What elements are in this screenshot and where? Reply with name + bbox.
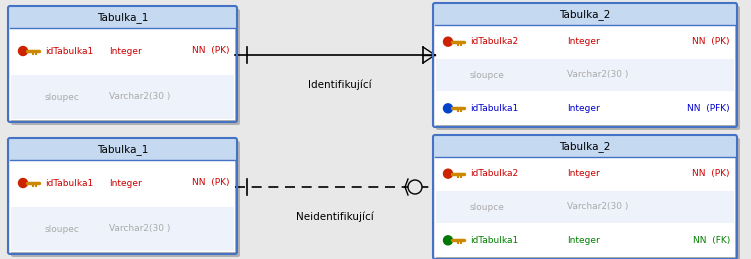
Text: NN  (PK): NN (PK) xyxy=(692,37,730,46)
Text: NN  (PK): NN (PK) xyxy=(692,169,730,178)
Text: Integer: Integer xyxy=(109,47,142,55)
FancyBboxPatch shape xyxy=(11,9,240,125)
Text: Integer: Integer xyxy=(109,178,142,188)
Text: Tabulka_2: Tabulka_2 xyxy=(559,142,611,153)
Text: Varchar2(30 ): Varchar2(30 ) xyxy=(109,92,170,102)
Circle shape xyxy=(444,169,453,178)
Circle shape xyxy=(444,236,453,245)
Text: NN  (FK): NN (FK) xyxy=(692,236,730,245)
Text: sloupec: sloupec xyxy=(45,92,80,102)
FancyBboxPatch shape xyxy=(436,138,740,259)
Circle shape xyxy=(408,180,422,194)
FancyBboxPatch shape xyxy=(11,141,240,257)
Bar xyxy=(11,75,234,119)
FancyBboxPatch shape xyxy=(434,136,736,158)
FancyBboxPatch shape xyxy=(436,6,740,130)
Text: idTabulka1: idTabulka1 xyxy=(470,236,518,245)
Text: sloupce: sloupce xyxy=(470,203,505,212)
Text: idTabulka2: idTabulka2 xyxy=(470,37,518,46)
Circle shape xyxy=(19,178,28,188)
Text: idTabulka2: idTabulka2 xyxy=(470,169,518,178)
Text: NN  (PFK): NN (PFK) xyxy=(687,104,730,113)
Circle shape xyxy=(444,104,453,113)
Text: idTabulka1: idTabulka1 xyxy=(470,104,518,113)
Text: Integer: Integer xyxy=(567,236,600,245)
FancyBboxPatch shape xyxy=(9,139,236,161)
Circle shape xyxy=(19,47,28,55)
Text: Varchar2(30 ): Varchar2(30 ) xyxy=(567,203,629,212)
Text: Integer: Integer xyxy=(567,104,600,113)
Text: Varchar2(30 ): Varchar2(30 ) xyxy=(567,70,629,80)
Text: NN  (PK): NN (PK) xyxy=(192,178,230,188)
Text: Neidentifikující: Neidentifikující xyxy=(296,212,374,222)
Text: idTabulka1: idTabulka1 xyxy=(45,47,93,55)
Text: Tabulka_2: Tabulka_2 xyxy=(559,10,611,20)
Bar xyxy=(10,160,235,252)
Text: Integer: Integer xyxy=(567,37,600,46)
FancyBboxPatch shape xyxy=(9,7,236,29)
Text: Tabulka_1: Tabulka_1 xyxy=(97,12,148,24)
Text: Varchar2(30 ): Varchar2(30 ) xyxy=(109,225,170,234)
Bar xyxy=(436,59,734,91)
Text: sloupce: sloupce xyxy=(470,70,505,80)
Bar xyxy=(11,207,234,251)
Text: sloupec: sloupec xyxy=(45,225,80,234)
Circle shape xyxy=(444,37,453,46)
Bar xyxy=(10,28,235,120)
Bar xyxy=(435,25,735,125)
Text: Integer: Integer xyxy=(567,169,600,178)
Text: Identifikující: Identifikující xyxy=(308,80,372,90)
Bar xyxy=(435,157,735,257)
FancyBboxPatch shape xyxy=(434,4,736,26)
Text: idTabulka1: idTabulka1 xyxy=(45,178,93,188)
Text: NN  (PK): NN (PK) xyxy=(192,47,230,55)
Text: Tabulka_1: Tabulka_1 xyxy=(97,145,148,155)
Bar xyxy=(436,191,734,223)
